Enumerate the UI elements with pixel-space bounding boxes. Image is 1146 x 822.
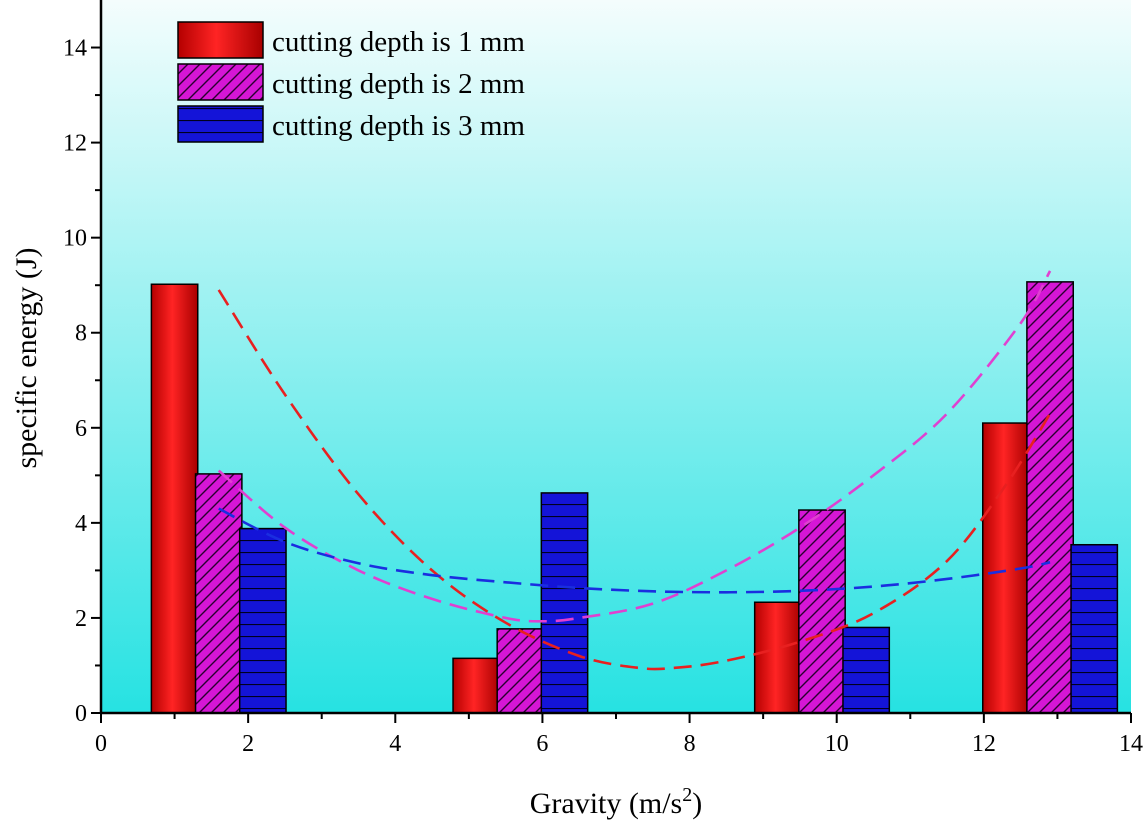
- bar-series3-point4: [1070, 543, 1119, 714]
- y-tick-label: 10: [63, 226, 87, 252]
- x-tick-label: 10: [825, 731, 849, 757]
- bar-series1-point2: [452, 657, 501, 714]
- trend-line-series3: [218, 507, 1051, 594]
- bar-series3-point1: [238, 527, 287, 714]
- bar-series1-point1: [150, 283, 199, 714]
- bar-series2-point2: [496, 628, 545, 714]
- y-tick-label: 6: [75, 416, 87, 442]
- y-tick-label: 12: [63, 131, 87, 157]
- legend-swatch-1mm: [177, 21, 264, 59]
- y-tick-label: 4: [75, 511, 87, 537]
- legend-label-2mm: cutting depth is 2 mm: [272, 68, 525, 100]
- bar-series3-point2: [540, 492, 589, 714]
- x-tick-label: 4: [389, 731, 401, 757]
- bar-series1-point3: [753, 601, 802, 714]
- trend-line-series2: [217, 270, 1052, 623]
- trend-line-series1: [217, 289, 1052, 671]
- x-axis-title: Gravity (m/s2): [530, 784, 702, 820]
- y-tick-label: 0: [75, 701, 87, 727]
- bar-series2-point4: [1026, 281, 1074, 714]
- x-tick-label: 0: [95, 731, 107, 757]
- y-tick-label: 14: [63, 36, 87, 62]
- x-tick-label: 6: [536, 731, 548, 757]
- x-tick-label: 8: [684, 731, 696, 757]
- legend-swatch-2mm: [177, 63, 264, 101]
- y-tick-label: 8: [75, 321, 87, 347]
- legend-swatch-3mm: [177, 105, 264, 143]
- x-tick-label: 12: [972, 731, 996, 757]
- trend-layer: [217, 270, 1052, 671]
- legend-label-3mm: cutting depth is 3 mm: [272, 110, 525, 142]
- bar-series2-point3: [798, 509, 846, 714]
- y-axis-title: specific energy (J): [10, 247, 43, 468]
- bar-series3-point3: [842, 626, 891, 714]
- x-tick-label: 14: [1119, 731, 1143, 757]
- legend: cutting depth is 1 mm cutting depth is 2…: [177, 21, 525, 143]
- bars-layer: [150, 281, 1119, 714]
- y-tick-label: 2: [75, 606, 87, 632]
- legend-label-1mm: cutting depth is 1 mm: [272, 26, 525, 58]
- ticks-layer: 0 2 4 6 8 10 12 14 0 2 4 6 8 10 12 14: [63, 36, 1143, 757]
- x-tick-label: 2: [242, 731, 254, 757]
